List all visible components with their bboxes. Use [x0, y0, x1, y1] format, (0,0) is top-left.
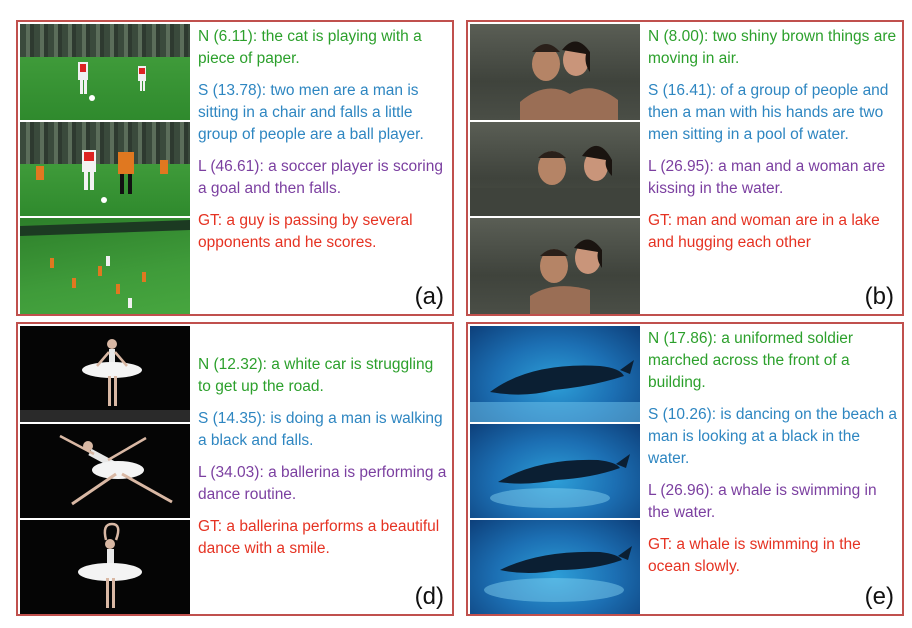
caption-gt: GT: man and woman are in a lake and hugg…	[648, 212, 880, 251]
video-frame-ballet-3	[20, 520, 190, 614]
captions: N (6.11): the cat is playing with a piec…	[198, 26, 448, 310]
caption-l: L (34.03): a ballerina is performing a d…	[198, 464, 447, 503]
panel-label: (d)	[412, 583, 446, 610]
video-frame-water-2	[470, 122, 640, 216]
caption-n: N (8.00): two shiny brown things are mov…	[648, 28, 897, 67]
video-frame-ballet-2	[20, 424, 190, 518]
caption-l: L (46.61): a soccer player is scoring a …	[198, 158, 443, 197]
video-frame-whale-3	[470, 520, 640, 614]
video-frame-soccer-2	[20, 122, 190, 216]
video-frame-whale-2	[470, 424, 640, 518]
panel-label: (a)	[412, 283, 446, 310]
caption-l: L (26.96): a whale is swimming in the wa…	[648, 482, 877, 521]
captions: N (8.00): two shiny brown things are mov…	[648, 26, 898, 310]
panel-e: N (17.86): a uniformed soldier marched a…	[466, 322, 904, 616]
caption-n: N (12.32): a white car is struggling to …	[198, 356, 434, 395]
caption-s: S (13.78): two men are a man is sitting …	[198, 82, 424, 143]
video-frames	[20, 24, 190, 314]
video-frames	[470, 326, 640, 614]
panel-label: (b)	[862, 283, 896, 310]
captions: N (17.86): a uniformed soldier marched a…	[648, 328, 898, 610]
panel-label: (e)	[862, 583, 896, 610]
caption-s: S (16.41): of a group of people and then…	[648, 82, 889, 143]
panel-d: N (12.32): a white car is struggling to …	[16, 322, 454, 616]
video-frame-soccer-1	[20, 24, 190, 120]
caption-gt: GT: a whale is swimming in the ocean slo…	[648, 536, 861, 575]
captions: N (12.32): a white car is struggling to …	[198, 354, 448, 610]
caption-s: S (10.26): is dancing on the beach a man…	[648, 406, 898, 467]
caption-gt: GT: a ballerina performs a beautiful dan…	[198, 518, 440, 557]
video-frame-ballet-1	[20, 326, 190, 422]
video-frame-soccer-3	[20, 218, 190, 314]
video-frames	[470, 24, 640, 314]
video-frame-water-1	[470, 24, 640, 120]
panel-a: N (6.11): the cat is playing with a piec…	[16, 20, 454, 316]
caption-gt: GT: a guy is passing by several opponent…	[198, 212, 413, 251]
video-frame-whale-1	[470, 326, 640, 422]
caption-n: N (17.86): a uniformed soldier marched a…	[648, 330, 854, 391]
caption-l: L (26.95): a man and a woman are kissing…	[648, 158, 886, 197]
caption-s: S (14.35): is doing a man is walking a b…	[198, 410, 443, 449]
caption-n: N (6.11): the cat is playing with a piec…	[198, 28, 422, 67]
panel-b: N (8.00): two shiny brown things are mov…	[466, 20, 904, 316]
video-frame-water-3	[470, 218, 640, 314]
video-frames	[20, 326, 190, 614]
